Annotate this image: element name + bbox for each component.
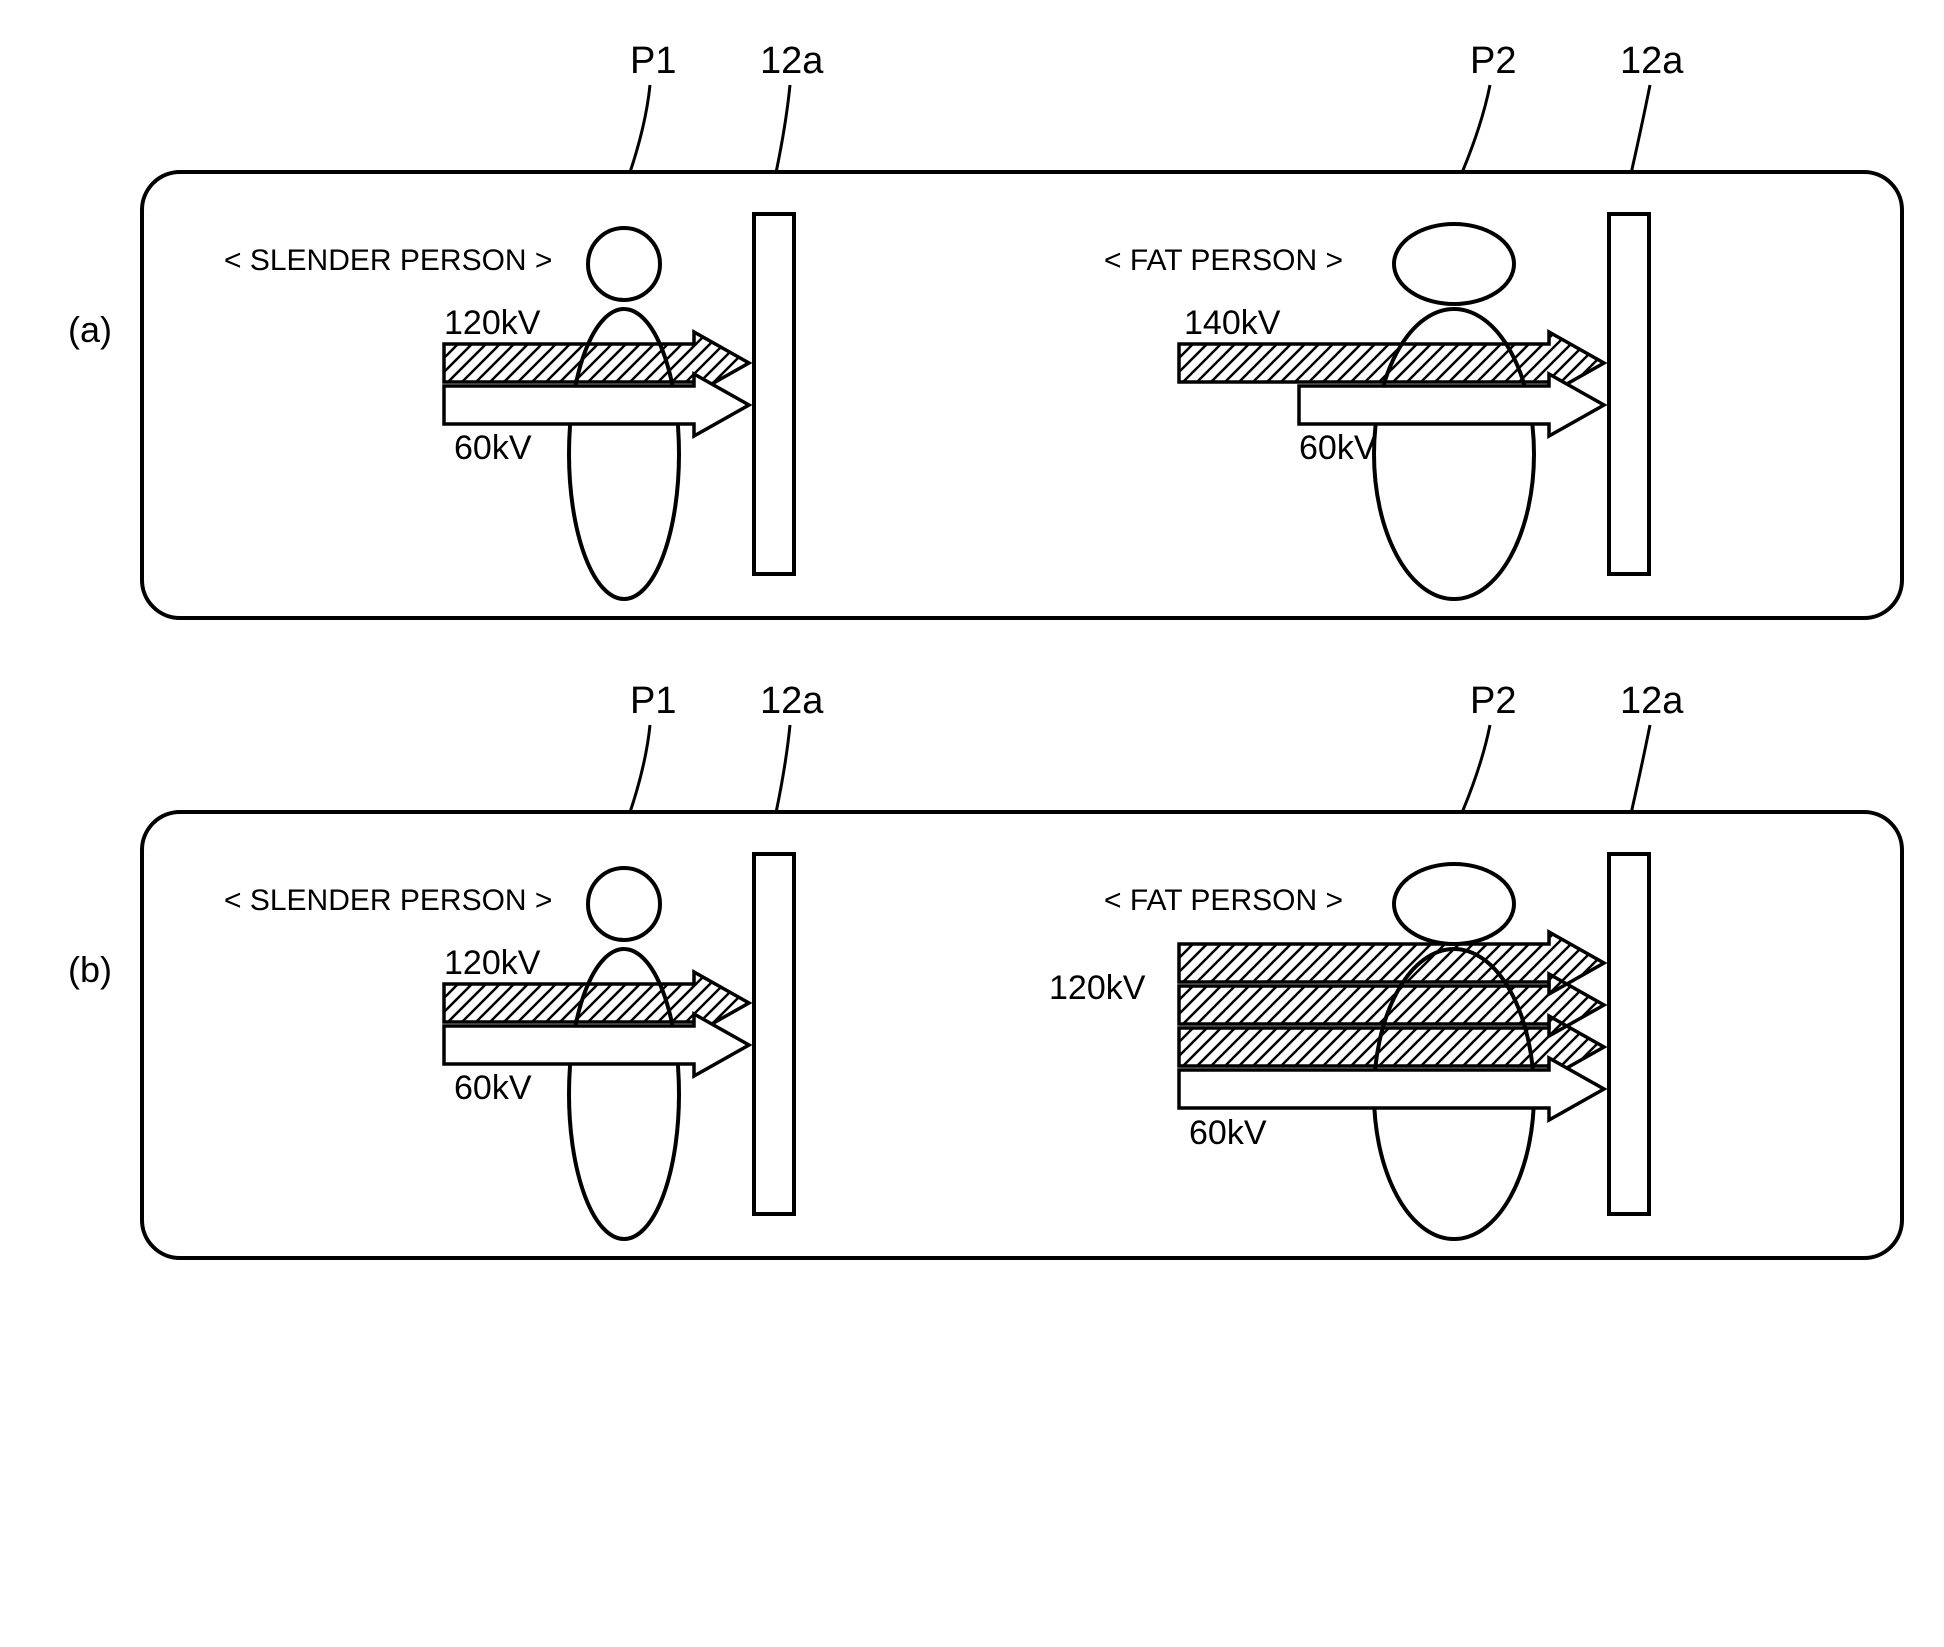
figure: (a) P1 12a P2 12a (40, 40, 1904, 1260)
kv-low-b-left: 60kV (454, 1069, 532, 1108)
person-label-slender-b: < SLENDER PERSON > (224, 884, 552, 918)
person-label-fat-a: < FAT PERSON > (1104, 244, 1343, 278)
panel-b-leaders-svg (140, 680, 1890, 810)
panel-a-svg (144, 174, 1894, 624)
kv-high-a-left: 120kV (444, 304, 540, 343)
kv-high-b-right: 120kV (1049, 969, 1145, 1008)
panel-b-row: (b) P1 12a P2 12a (40, 680, 1904, 1260)
panel-a-wrap: P1 12a P2 12a (140, 40, 1904, 620)
panel-b-box: < SLENDER PERSON > 120kV 60kV < FAT PERS… (140, 810, 1904, 1260)
panel-a-box: < SLENDER PERSON > 120kV 60kV < FAT PERS… (140, 170, 1904, 620)
head-circle (588, 228, 660, 300)
kv-low-b-right: 60kV (1189, 1114, 1267, 1153)
detector-rect (1609, 854, 1649, 1214)
detector-rect (754, 214, 794, 574)
kv-high-a-right: 140kV (1184, 304, 1280, 343)
panel-b-wrap: P1 12a P2 12a (140, 680, 1904, 1260)
head-ellipse (1394, 224, 1514, 304)
detector-rect (1609, 214, 1649, 574)
panel-b-label: (b) (40, 949, 140, 991)
kv-low-a-left: 60kV (454, 429, 532, 468)
panel-b-svg (144, 814, 1894, 1264)
kv-low-a-right: 60kV (1299, 429, 1377, 468)
head-circle (588, 868, 660, 940)
panel-a-row: (a) P1 12a P2 12a (40, 40, 1904, 620)
detector-rect (754, 854, 794, 1214)
panel-a-top-labels: P1 12a P2 12a (140, 40, 1904, 170)
panel-a-label: (a) (40, 309, 140, 351)
panel-a-leaders-svg (140, 40, 1890, 170)
person-label-slender-a: < SLENDER PERSON > (224, 244, 552, 278)
head-ellipse (1394, 864, 1514, 944)
kv-high-b-left: 120kV (444, 944, 540, 983)
panel-b-top-labels: P1 12a P2 12a (140, 680, 1904, 810)
person-label-fat-b: < FAT PERSON > (1104, 884, 1343, 918)
